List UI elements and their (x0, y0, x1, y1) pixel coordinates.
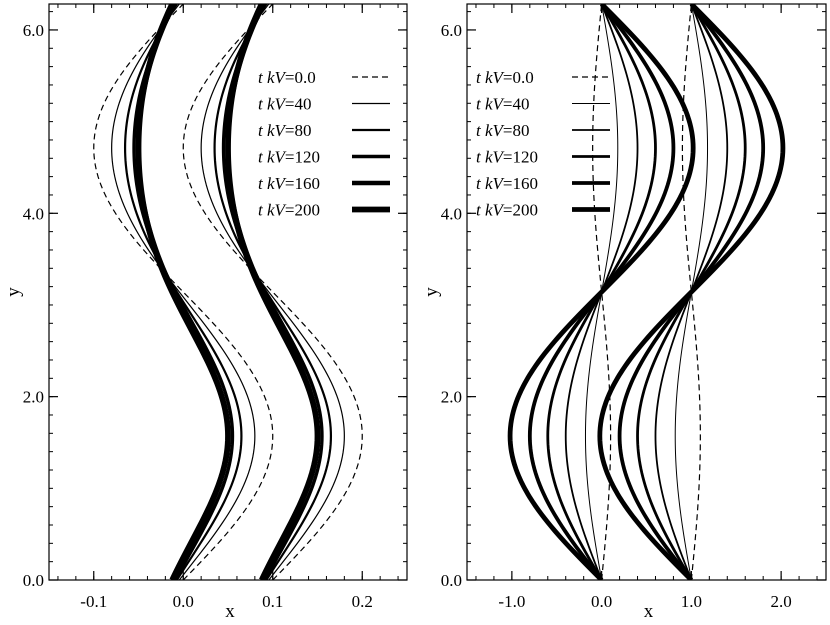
x-tick-label: 0.2 (352, 592, 373, 611)
y-axis-label: y (3, 287, 24, 297)
series-line (681, 4, 701, 580)
legend-label: t kV=0.0 (476, 68, 534, 87)
x-tick-label: -1.0 (498, 592, 525, 611)
x-axis-label: x (644, 601, 654, 622)
y-tick-label: 4.0 (23, 204, 44, 223)
series-line (182, 4, 363, 580)
plot-frame (48, 3, 408, 581)
x-tick-label: -0.1 (80, 592, 107, 611)
x-tick-label: 2.0 (771, 592, 792, 611)
legend-label: t kV=120 (476, 148, 538, 167)
series-line (200, 4, 345, 580)
legend-label: t kV=120 (258, 148, 320, 167)
legend-label: t kV=80 (258, 121, 312, 140)
series-line (225, 4, 321, 580)
series-line (93, 4, 274, 580)
legend-label: t kV=160 (258, 174, 320, 193)
y-tick-label: 0.0 (441, 571, 462, 590)
y-tick-label: 6.0 (23, 21, 44, 40)
series-line (135, 4, 231, 580)
y-axis-label: y (421, 287, 442, 297)
right-panel: -1.0 0.0 1.0 2.0 0.0 2.0 4.0 6.0 x y t kV=0.0 t kV=… (421, 3, 827, 622)
y-tick-label: 2.0 (23, 388, 44, 407)
legend-label: t kV=200 (476, 201, 538, 220)
legend-label: t kV=0.0 (258, 68, 316, 87)
series-line (592, 4, 612, 580)
plot-frame (466, 3, 827, 581)
series-line (597, 4, 786, 580)
legend-label: t kV=40 (258, 95, 312, 114)
x-tick-label: 0.1 (262, 592, 283, 611)
legend-label: t kV=200 (258, 201, 320, 220)
series-line (507, 4, 696, 580)
x-tick-label: 0.0 (173, 592, 194, 611)
legend-label: t kV=160 (476, 174, 538, 193)
x-tick-label: 0.0 (591, 592, 612, 611)
series-line (111, 4, 256, 580)
y-tick-label: 6.0 (441, 21, 462, 40)
legend-label: t kV=40 (476, 95, 530, 114)
x-tick-label: 1.0 (681, 592, 702, 611)
x-axis-label: x (225, 601, 235, 622)
legend-label: t kV=80 (476, 121, 530, 140)
y-tick-label: 2.0 (441, 388, 462, 407)
left-panel: -0.1 0.0 0.1 0.2 0.0 2.0 4.0 6.0 x y t kV=0.0 t kV=… (3, 3, 408, 622)
y-tick-label: 4.0 (441, 204, 462, 223)
y-tick-label: 0.0 (23, 571, 44, 590)
